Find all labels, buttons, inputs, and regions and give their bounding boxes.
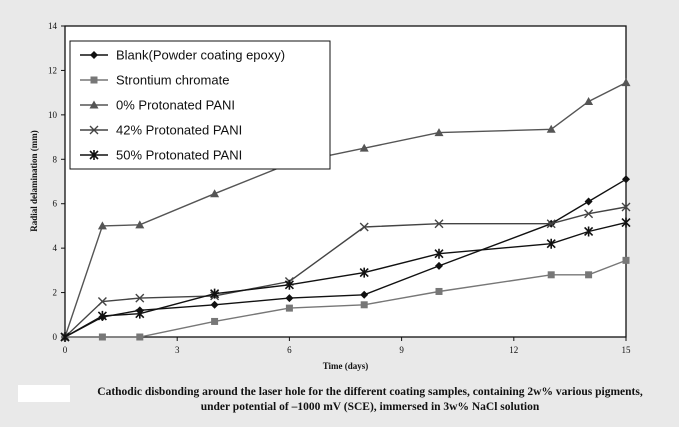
y-tick-label: 10 xyxy=(48,110,58,120)
y-tick-label: 6 xyxy=(53,199,58,209)
data-point xyxy=(211,317,219,325)
x-tick-label: 9 xyxy=(399,345,404,355)
data-point xyxy=(360,301,368,309)
series-4 xyxy=(60,217,631,342)
y-tick-label: 12 xyxy=(48,65,57,75)
data-point xyxy=(621,217,631,228)
series-line xyxy=(64,178,627,338)
data-point xyxy=(621,78,631,87)
x-tick-label: 15 xyxy=(622,345,632,355)
data-point xyxy=(621,202,631,212)
legend-marker xyxy=(89,150,99,160)
y-axis-title: Radial delamination (mm) xyxy=(29,130,39,232)
legend-label: 50% Protonated PANI xyxy=(116,148,242,163)
legend-entry: Strontium chromate xyxy=(80,73,229,88)
data-point xyxy=(210,300,219,309)
data-point xyxy=(584,226,594,237)
data-point xyxy=(97,310,107,321)
data-point xyxy=(622,175,630,184)
caption-box xyxy=(18,385,70,402)
series-line xyxy=(65,259,627,338)
data-point xyxy=(284,279,294,290)
legend-marker xyxy=(90,76,98,84)
data-point xyxy=(285,304,293,312)
legend-entry: 50% Protonated PANI xyxy=(80,148,242,163)
x-tick-label: 6 xyxy=(287,345,292,355)
data-point xyxy=(359,222,369,232)
data-point xyxy=(60,332,70,342)
data-point xyxy=(285,294,294,303)
data-point xyxy=(359,267,369,278)
data-point xyxy=(360,290,369,299)
data-point xyxy=(135,220,145,229)
legend-label: 42% Protonated PANI xyxy=(116,123,242,138)
series-line xyxy=(64,221,627,338)
legend-marker xyxy=(90,51,98,59)
series-line xyxy=(64,206,627,338)
y-tick-label: 4 xyxy=(53,243,58,253)
data-point xyxy=(434,219,444,229)
data-point xyxy=(546,238,556,249)
series-1 xyxy=(61,256,630,341)
y-tick-label: 14 xyxy=(48,21,58,31)
legend: Blank(Powder coating epoxy) Strontium chr… xyxy=(69,40,331,170)
y-tick-label: 0 xyxy=(53,332,58,342)
series-layer xyxy=(60,78,631,342)
data-point xyxy=(135,308,145,319)
legend-entry: 0% Protonated PANI xyxy=(80,98,235,113)
x-tick-label: 12 xyxy=(509,345,518,355)
data-point xyxy=(435,287,443,295)
data-point xyxy=(434,248,444,259)
data-point xyxy=(622,256,630,264)
x-tick-label: 3 xyxy=(175,345,180,355)
data-point xyxy=(434,128,444,137)
y-tick-label: 8 xyxy=(53,154,58,164)
series-3 xyxy=(60,202,631,342)
data-point xyxy=(546,219,556,229)
figure-caption: Cathodic disbonding around the laser hol… xyxy=(70,385,670,415)
legend-marker xyxy=(89,125,99,135)
caption-line-1: Cathodic disbonding around the laser hol… xyxy=(97,386,643,398)
data-point xyxy=(98,333,106,341)
data-point xyxy=(97,296,107,306)
legend-label: 0% Protonated PANI xyxy=(116,98,235,113)
data-point xyxy=(210,189,220,198)
data-point xyxy=(435,261,443,270)
legend-box xyxy=(69,40,331,170)
data-point xyxy=(546,124,556,133)
data-point xyxy=(584,209,594,219)
data-point xyxy=(97,221,107,230)
data-point xyxy=(135,293,145,303)
data-point xyxy=(584,197,593,206)
data-point xyxy=(359,143,369,152)
caption-line-2: under potential of –1000 mV (SCE), immer… xyxy=(200,401,540,413)
legend-entry: Blank(Powder coating epoxy) xyxy=(80,48,285,63)
data-point xyxy=(584,97,594,106)
legend-entry: 42% Protonated PANI xyxy=(80,123,242,138)
y-tick-label: 2 xyxy=(53,288,58,298)
data-point xyxy=(136,333,144,341)
legend-label: Blank(Powder coating epoxy) xyxy=(116,48,285,63)
x-axis-title: Time (days) xyxy=(323,361,369,371)
data-point xyxy=(547,271,555,279)
data-point xyxy=(210,288,220,299)
x-tick-label: 0 xyxy=(63,345,68,355)
data-point xyxy=(585,271,593,279)
legend-label: Strontium chromate xyxy=(116,73,229,88)
legend-marker xyxy=(89,100,99,109)
